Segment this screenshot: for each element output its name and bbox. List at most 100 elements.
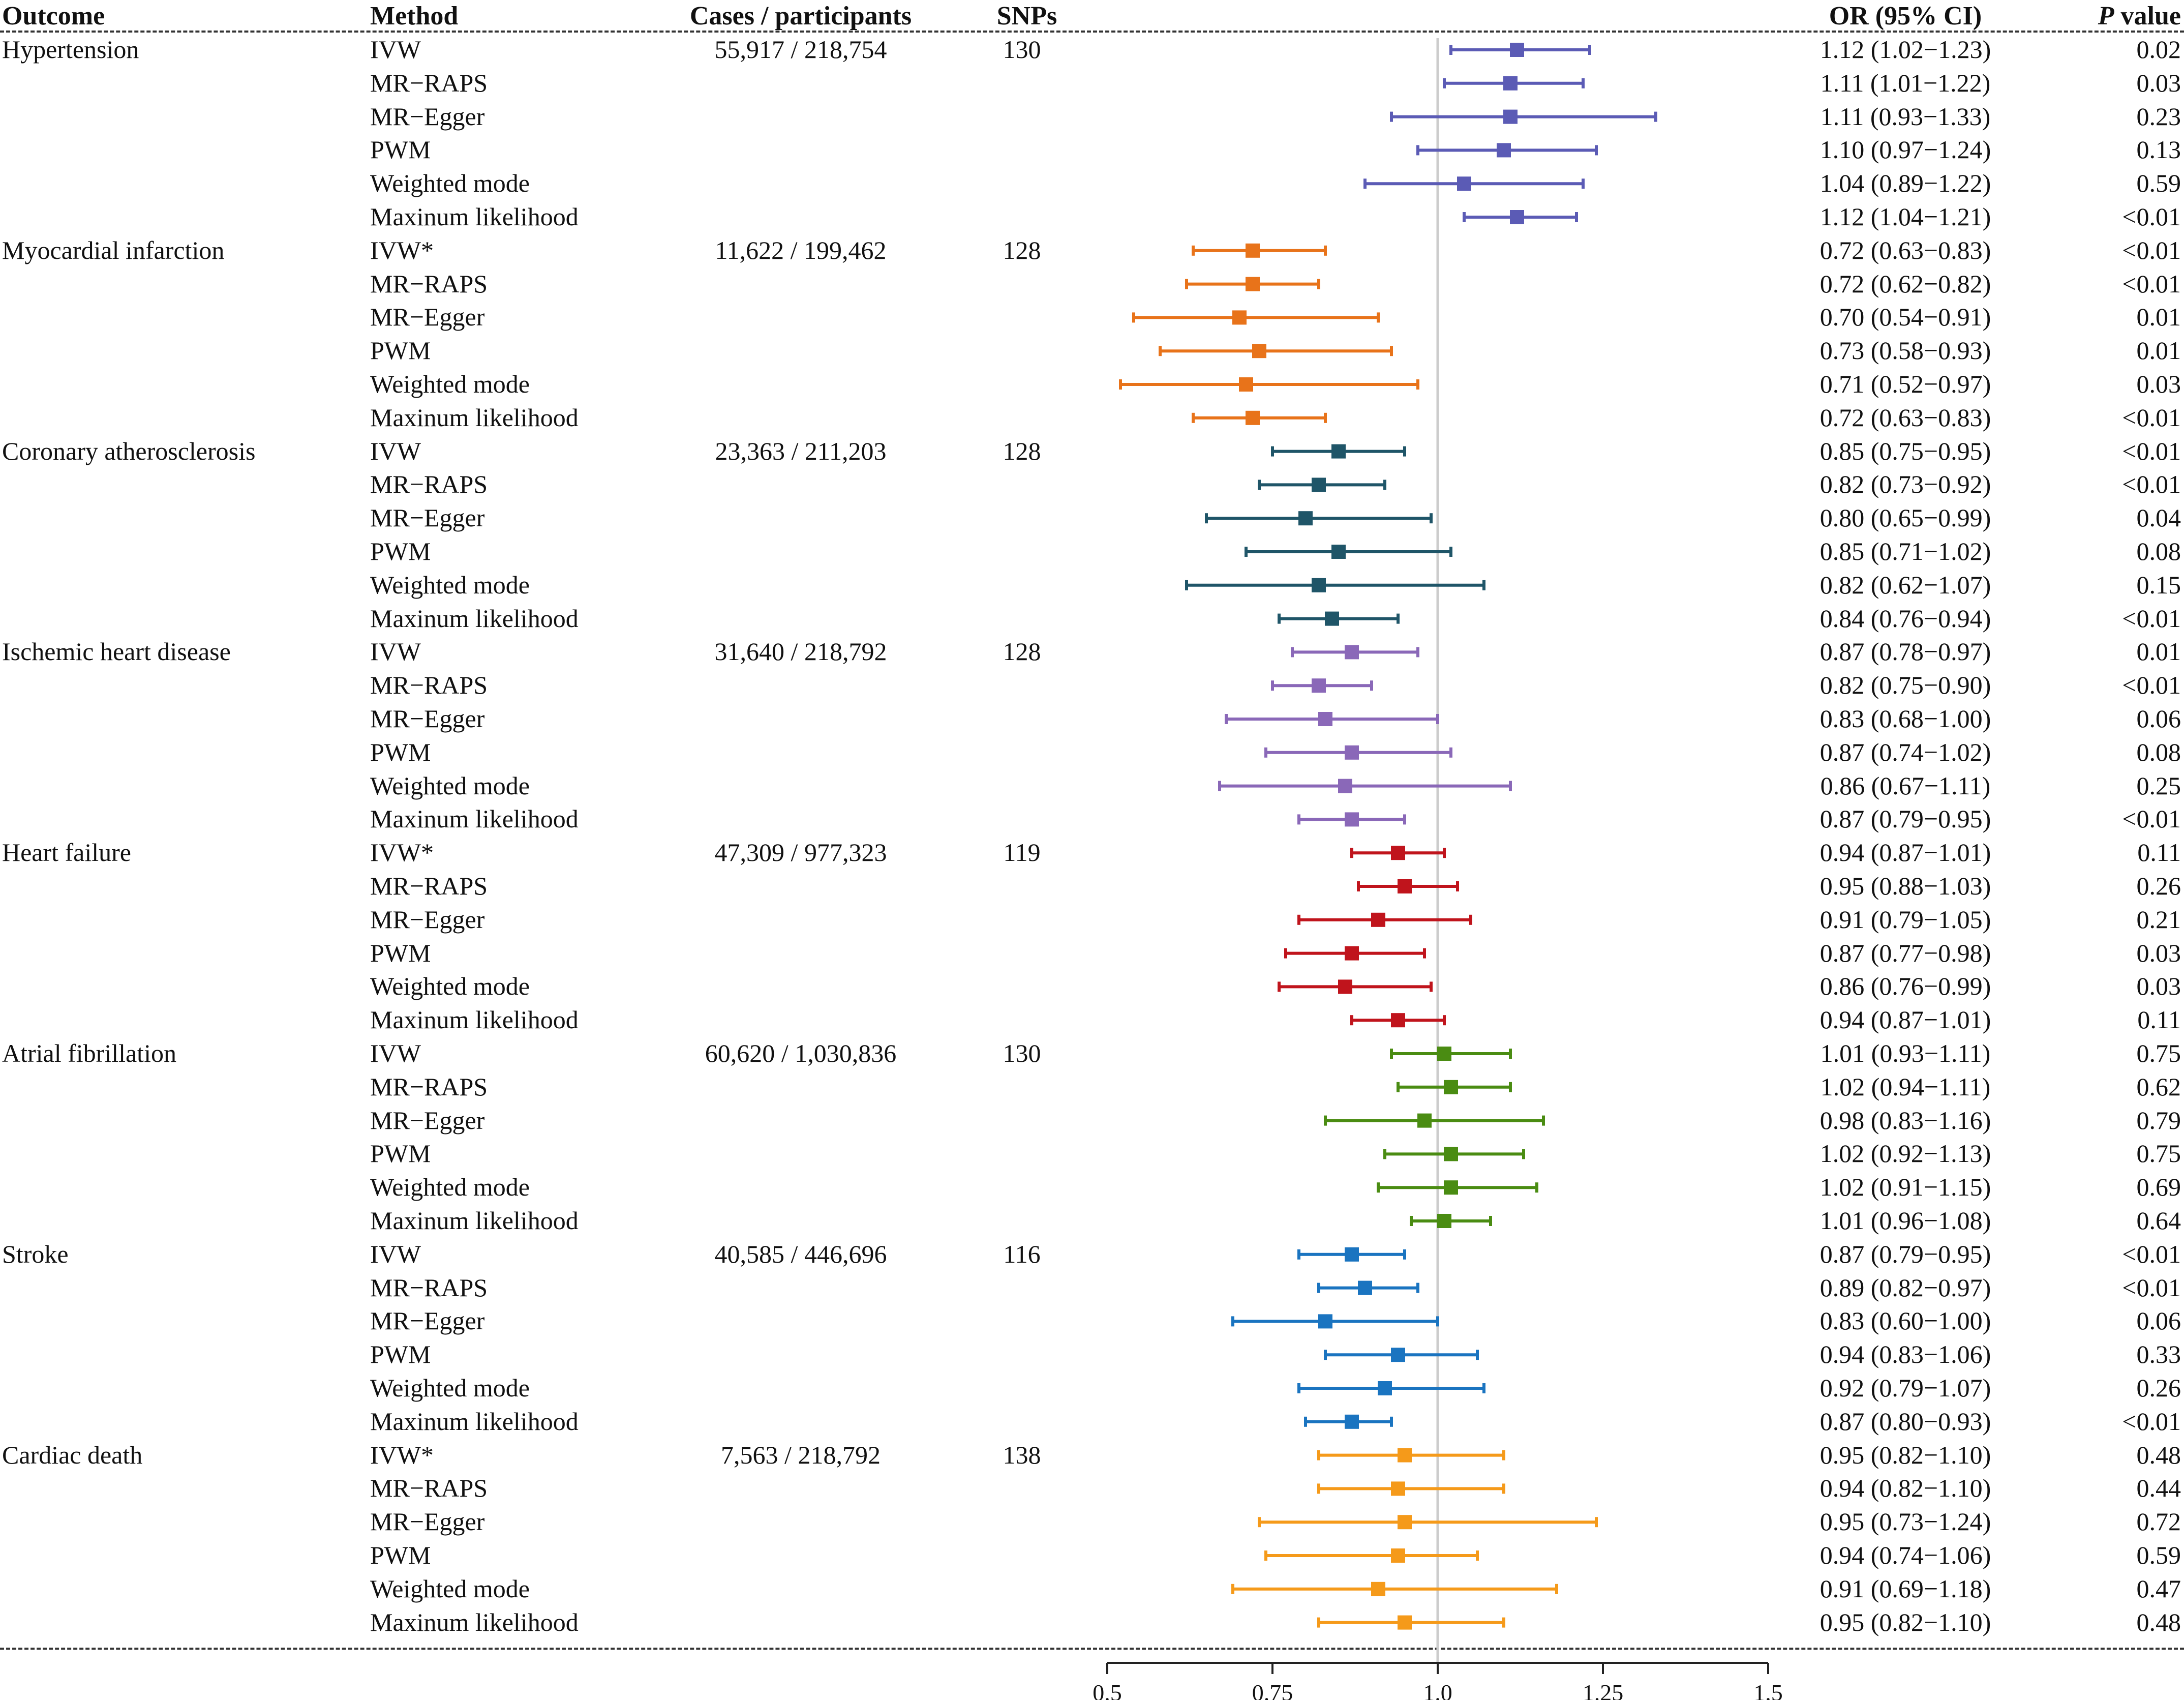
or-ci-label: 0.72 (0.62−0.82) bbox=[1819, 269, 1991, 298]
point-estimate bbox=[1312, 478, 1326, 492]
point-estimate bbox=[1398, 879, 1412, 893]
method-label: MR−Egger bbox=[370, 905, 485, 934]
point-estimate bbox=[1345, 1414, 1359, 1429]
point-estimate bbox=[1457, 176, 1471, 191]
or-ci-label: 1.12 (1.04−1.21) bbox=[1819, 202, 1991, 231]
or-ci-label: 1.10 (0.97−1.24) bbox=[1819, 135, 1991, 164]
cases-participants: 23,363 / 211,203 bbox=[715, 436, 887, 465]
p-value: 0.69 bbox=[2136, 1173, 2181, 1202]
p-value: 0.48 bbox=[2136, 1607, 2181, 1636]
outcome-label: Stroke bbox=[2, 1239, 69, 1268]
p-value: 0.08 bbox=[2136, 737, 2181, 766]
p-value: <0.01 bbox=[2122, 1273, 2181, 1302]
outcome-label: Cardiac death bbox=[2, 1440, 143, 1469]
p-value: 0.64 bbox=[2136, 1206, 2181, 1235]
method-label: PWM bbox=[370, 336, 431, 365]
header-cases: Cases / participants bbox=[689, 2, 912, 31]
p-value: 0.08 bbox=[2136, 537, 2181, 565]
or-ci-label: 0.87 (0.79−0.95) bbox=[1819, 1239, 1991, 1268]
or-ci-label: 0.84 (0.76−0.94) bbox=[1819, 604, 1991, 633]
method-label: Maxinum likelihood bbox=[370, 1206, 579, 1235]
p-value: 0.59 bbox=[2136, 169, 2181, 198]
p-value: <0.01 bbox=[2122, 804, 2181, 833]
p-value: 0.48 bbox=[2136, 1440, 2181, 1469]
or-ci-label: 0.83 (0.60−1.00) bbox=[1819, 1306, 1991, 1335]
method-label: MR−Egger bbox=[370, 102, 485, 131]
method-label: Maxinum likelihood bbox=[370, 604, 579, 633]
p-value: 0.47 bbox=[2136, 1574, 2181, 1603]
p-value: <0.01 bbox=[2122, 202, 2181, 231]
p-value: 0.06 bbox=[2136, 1306, 2181, 1335]
or-ci-label: 0.70 (0.54−0.91) bbox=[1819, 303, 1991, 332]
p-value: 0.44 bbox=[2136, 1474, 2181, 1503]
x-tick-label: 0.5 bbox=[1093, 1680, 1122, 1700]
method-label: PWM bbox=[370, 537, 431, 565]
or-ci-label: 1.02 (0.92−1.13) bbox=[1819, 1139, 1991, 1168]
method-label: MR−RAPS bbox=[370, 872, 488, 900]
or-ci-label: 0.95 (0.88−1.03) bbox=[1819, 872, 1991, 900]
or-ci-label: 0.95 (0.82−1.10) bbox=[1819, 1607, 1991, 1636]
method-label: PWM bbox=[370, 938, 431, 967]
method-label: Weighted mode bbox=[370, 1173, 530, 1202]
point-estimate bbox=[1391, 1013, 1405, 1028]
or-ci-label: 0.72 (0.63−0.83) bbox=[1819, 235, 1991, 264]
point-estimate bbox=[1338, 979, 1352, 994]
p-value: 0.01 bbox=[2136, 303, 2181, 332]
point-estimate bbox=[1497, 143, 1511, 158]
method-label: PWM bbox=[370, 135, 431, 164]
or-ci-label: 0.86 (0.67−1.11) bbox=[1820, 771, 1991, 800]
point-estimate bbox=[1345, 1247, 1359, 1262]
p-value: 0.79 bbox=[2136, 1106, 2181, 1135]
header-outcome: Outcome bbox=[2, 2, 105, 31]
point-estimate bbox=[1437, 1047, 1451, 1061]
outcome-label: Heart failure bbox=[2, 838, 132, 867]
point-estimate bbox=[1358, 1280, 1372, 1295]
p-value: 0.02 bbox=[2136, 35, 2181, 64]
method-label: MR−Egger bbox=[370, 303, 485, 332]
or-ci-label: 1.01 (0.93−1.11) bbox=[1820, 1039, 1991, 1067]
point-estimate bbox=[1298, 511, 1313, 526]
p-value: 0.26 bbox=[2136, 872, 2181, 900]
method-label: Weighted mode bbox=[370, 1574, 530, 1603]
snp-count: 128 bbox=[1003, 235, 1041, 264]
point-estimate bbox=[1371, 1582, 1385, 1596]
header-snps: SNPs bbox=[996, 2, 1057, 31]
header-p-rest: value bbox=[2114, 2, 2181, 31]
point-estimate bbox=[1398, 1615, 1412, 1630]
p-value: 0.04 bbox=[2136, 503, 2181, 532]
or-ci-label: 0.87 (0.77−0.98) bbox=[1819, 938, 1991, 967]
method-label: MR−RAPS bbox=[370, 269, 488, 298]
p-value: 0.15 bbox=[2136, 570, 2181, 599]
header-divider bbox=[0, 31, 2184, 33]
p-value: 0.21 bbox=[2136, 905, 2181, 934]
or-ci-label: 0.83 (0.68−1.00) bbox=[1819, 704, 1991, 733]
snp-count: 128 bbox=[1003, 436, 1041, 465]
method-label: Weighted mode bbox=[370, 771, 530, 800]
or-ci-label: 1.12 (1.02−1.23) bbox=[1819, 35, 1991, 64]
method-label: Maxinum likelihood bbox=[370, 1607, 579, 1636]
point-estimate bbox=[1444, 1180, 1458, 1195]
x-tick-label: 1.0 bbox=[1423, 1680, 1452, 1700]
or-ci-label: 0.85 (0.71−1.02) bbox=[1819, 537, 1991, 565]
point-estimate bbox=[1331, 545, 1346, 559]
or-ci-label: 1.02 (0.94−1.11) bbox=[1820, 1072, 1991, 1101]
point-estimate bbox=[1398, 1515, 1412, 1530]
cases-participants: 60,620 / 1,030,836 bbox=[705, 1039, 897, 1067]
p-value: 0.03 bbox=[2136, 972, 2181, 1001]
snp-count: 128 bbox=[1003, 637, 1041, 666]
p-value: <0.01 bbox=[2122, 1239, 2181, 1268]
snp-count: 130 bbox=[1003, 1039, 1041, 1067]
point-estimate bbox=[1391, 846, 1405, 860]
snp-count: 130 bbox=[1003, 35, 1041, 64]
point-estimate bbox=[1246, 243, 1260, 258]
or-ci-label: 0.87 (0.79−0.95) bbox=[1819, 804, 1991, 833]
point-estimate bbox=[1338, 779, 1352, 793]
method-label: IVW bbox=[370, 1239, 421, 1268]
point-estimate bbox=[1391, 1348, 1405, 1362]
p-value: 0.13 bbox=[2136, 135, 2181, 164]
outcome-label: Atrial fibrillation bbox=[2, 1039, 176, 1067]
method-label: MR−Egger bbox=[370, 1106, 485, 1135]
or-ci-label: 0.85 (0.75−0.95) bbox=[1819, 436, 1991, 465]
